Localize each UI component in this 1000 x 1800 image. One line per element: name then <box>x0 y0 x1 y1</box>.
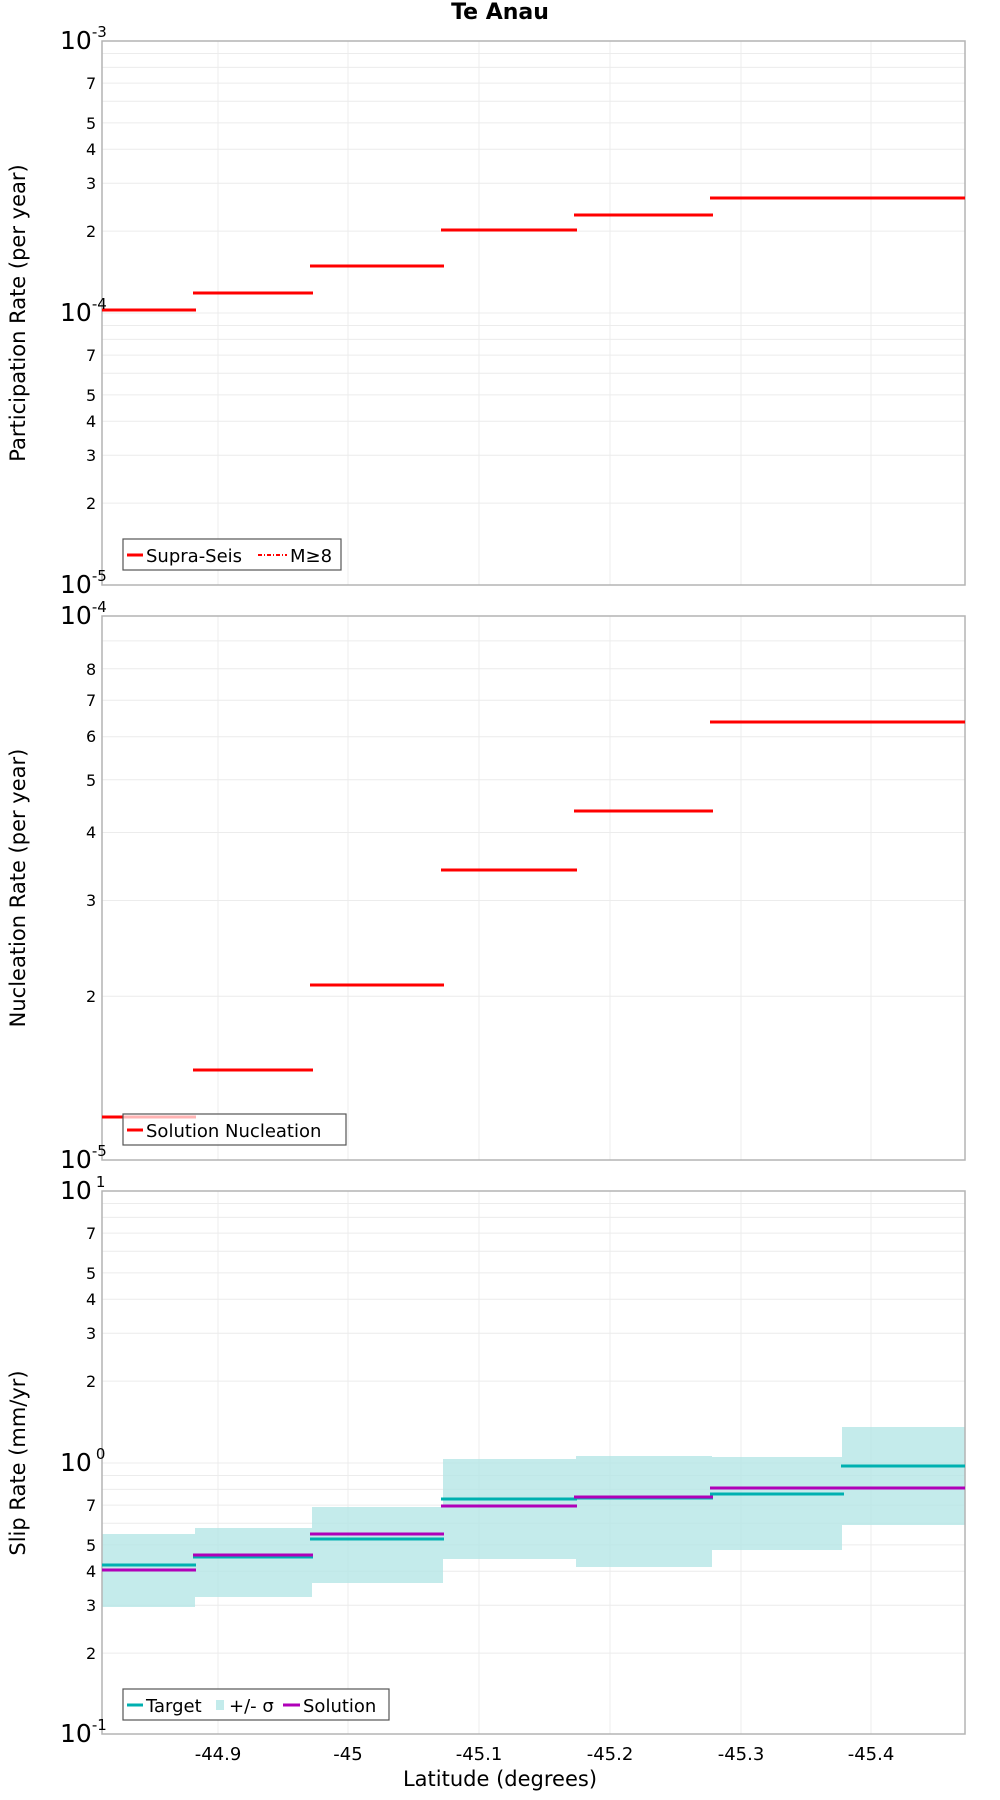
decade-label: 10-3 <box>60 23 107 55</box>
svg-text:5: 5 <box>86 114 96 133</box>
x-axis-title: Latitude (degrees) <box>402 1767 598 1791</box>
svg-text:4: 4 <box>86 823 96 842</box>
svg-text:4: 4 <box>86 1290 96 1309</box>
svg-text:2: 2 <box>86 222 96 241</box>
legend-label: +/- σ <box>229 1696 274 1717</box>
series-sigma-band <box>102 1427 965 1607</box>
chart-title: Te Anau <box>451 0 549 25</box>
grid <box>102 616 965 1160</box>
svg-text:8: 8 <box>86 660 96 679</box>
decade-label: 10-5 <box>60 1142 107 1174</box>
y-axis-title: Slip Rate (mm/yr) <box>6 1370 30 1555</box>
svg-text:4: 4 <box>86 412 96 431</box>
series-solution-nucleation <box>102 720 965 1119</box>
decade-label: 10-1 <box>60 1716 107 1748</box>
svg-text:-44.9: -44.9 <box>195 1744 242 1765</box>
svg-text:4: 4 <box>86 140 96 159</box>
svg-text:2: 2 <box>86 1372 96 1391</box>
y-axis-labels: 10-4 10-5 8 7 6 5 4 3 2 <box>60 598 107 1174</box>
svg-text:3: 3 <box>86 174 96 193</box>
svg-text:7: 7 <box>86 1496 96 1515</box>
svg-text:7: 7 <box>86 691 96 710</box>
y-axis-title: Nucleation Rate (per year) <box>6 749 30 1028</box>
svg-text:6: 6 <box>86 727 96 746</box>
legend-label: M≥8 <box>290 546 332 567</box>
x-axis-labels: -44.9 -45 -45.1 -45.2 -45.3 -45.4 <box>195 1744 895 1765</box>
svg-text:-45.3: -45.3 <box>718 1744 765 1765</box>
decade-label: 10-5 <box>60 567 107 599</box>
grid <box>102 41 965 585</box>
plot-frame <box>101 615 966 1161</box>
svg-text:7: 7 <box>86 74 96 93</box>
decade-label: 10 0 <box>60 1445 105 1477</box>
legend-label: Target <box>145 1696 202 1717</box>
legend-label: Solution <box>303 1696 376 1717</box>
panel-nucleation-rate: 10-4 10-5 8 7 6 5 4 3 2 Nucleation Rate … <box>6 598 966 1174</box>
y-axis-labels: 10 1 10 0 10-1 7 5 4 3 2 7 5 4 3 2 <box>60 1173 107 1748</box>
svg-text:-45.4: -45.4 <box>848 1744 895 1765</box>
svg-text:3: 3 <box>86 446 96 465</box>
svg-text:3: 3 <box>86 891 96 910</box>
legend: Target +/- σ Solution <box>122 1688 390 1721</box>
legend: Supra-Seis M≥8 <box>122 538 342 571</box>
svg-text:5: 5 <box>86 1536 96 1555</box>
svg-text:5: 5 <box>86 1264 96 1283</box>
svg-text:5: 5 <box>86 386 96 405</box>
y-axis-labels: 10-3 10-4 10-5 7 5 4 3 2 7 5 4 3 2 <box>60 23 107 599</box>
series-supra-seis <box>102 196 965 312</box>
panel-slip-rate: 10 1 10 0 10-1 7 5 4 3 2 7 5 4 3 2 Slip Ra… <box>6 1173 966 1765</box>
svg-text:5: 5 <box>86 771 96 790</box>
legend: Solution Nucleation <box>122 1113 347 1146</box>
decade-label: 10-4 <box>60 598 107 630</box>
svg-text:-45.1: -45.1 <box>456 1744 503 1765</box>
svg-text:4: 4 <box>86 1562 96 1581</box>
panel-participation-rate: 10-3 10-4 10-5 7 5 4 3 2 7 5 4 3 2 Parti… <box>6 23 966 599</box>
svg-text:2: 2 <box>86 987 96 1006</box>
svg-text:-45.2: -45.2 <box>587 1744 634 1765</box>
legend-swatch-sigma <box>216 1700 224 1710</box>
plot-frame <box>101 40 966 586</box>
decade-label: 10 1 <box>60 1173 105 1205</box>
svg-text:-45: -45 <box>333 1744 362 1765</box>
y-axis-title: Participation Rate (per year) <box>6 164 30 461</box>
series-solution <box>102 1486 965 1572</box>
plot-frame <box>101 1190 966 1735</box>
svg-text:7: 7 <box>86 346 96 365</box>
legend-label: Solution Nucleation <box>146 1121 321 1142</box>
svg-text:2: 2 <box>86 1644 96 1663</box>
svg-text:3: 3 <box>86 1324 96 1343</box>
legend-label: Supra-Seis <box>146 546 242 567</box>
svg-text:3: 3 <box>86 1596 96 1615</box>
decade-label: 10-4 <box>60 295 107 327</box>
svg-text:2: 2 <box>86 494 96 513</box>
svg-text:7: 7 <box>86 1224 96 1243</box>
